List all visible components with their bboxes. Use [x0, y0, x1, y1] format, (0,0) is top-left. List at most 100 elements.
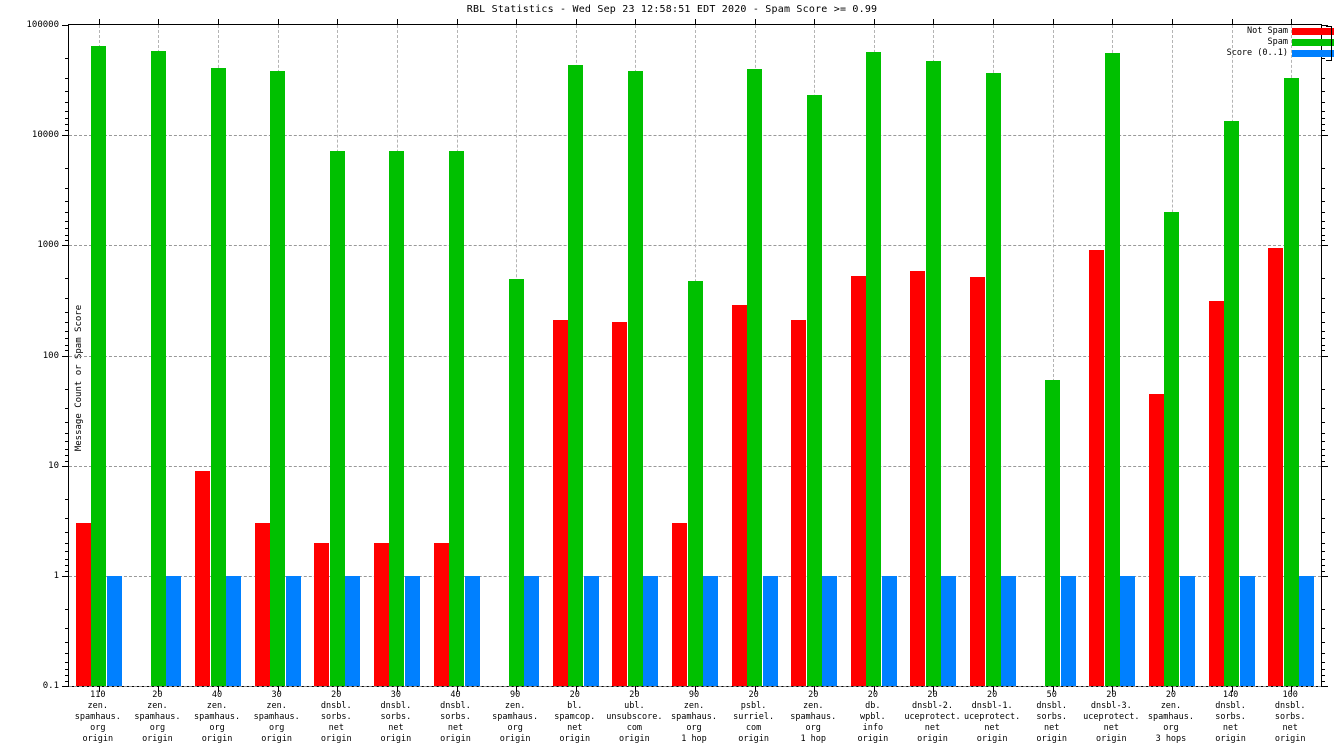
x-axis-tick-label: 20 db. wpbl. info origin	[857, 690, 889, 744]
y-tick-minor	[65, 668, 69, 670]
x-axis-tick-label: 90 zen. spamhaus. org 1 hop	[670, 690, 718, 744]
x-tick	[576, 686, 577, 692]
x-tick	[695, 686, 696, 692]
x-axis-tick-label: 30 dnsbl. sorbs. net origin	[380, 690, 412, 744]
y-tick-minor	[65, 421, 69, 423]
y-tick-minor	[65, 565, 69, 567]
y-tick-minor	[65, 130, 69, 132]
x-tick-top	[1291, 19, 1292, 25]
legend-label-not-spam: Not Spam	[1247, 26, 1288, 36]
y-tick-minor-right	[1321, 608, 1325, 610]
x-tick-top	[218, 19, 219, 25]
bar-spam	[866, 51, 882, 686]
gridline-vertical	[1053, 25, 1054, 686]
x-axis-tick-label: 40 dnsbl. sorbs. net origin	[440, 690, 471, 744]
x-tick-top	[1232, 19, 1233, 25]
y-tick-minor	[65, 124, 69, 126]
y-tick-minor	[65, 518, 69, 520]
legend-item-spam: Spam	[1227, 37, 1334, 48]
y-tick-minor	[65, 278, 69, 280]
y-tick-minor-right	[1321, 212, 1325, 214]
x-tick	[1232, 686, 1233, 692]
y-tick-minor	[65, 187, 69, 189]
y-tick-minor	[65, 91, 69, 93]
y-axis-tick-label: 0.1	[42, 681, 59, 691]
bar-spam	[449, 150, 465, 686]
bar-spam	[747, 68, 763, 686]
y-tick-minor	[65, 102, 69, 103]
y-tick-minor-right	[1321, 228, 1325, 230]
y-tick-minor	[65, 661, 69, 663]
x-axis-tick-label: 20 bl. spamcop. net origin	[554, 690, 596, 744]
y-tick-minor-right	[1321, 77, 1325, 79]
x-tick	[1053, 686, 1054, 692]
x-axis-tick-label: 20 dnsbl-2. uceprotect. net origin	[904, 690, 961, 744]
x-tick	[337, 686, 338, 692]
bar-spam	[270, 71, 286, 686]
bar-score	[1179, 575, 1195, 686]
y-tick-minor-right	[1321, 542, 1325, 544]
y-tick-minor	[65, 454, 69, 456]
y-tick-major-right	[1321, 575, 1328, 577]
y-axis-tick-label: 10000	[31, 130, 59, 141]
bar-not-spam	[433, 542, 449, 686]
bar-not-spam	[910, 271, 926, 686]
y-tick-minor	[65, 168, 69, 170]
x-tick-top	[814, 19, 815, 25]
y-tick-minor	[65, 608, 69, 610]
bar-not-spam	[850, 275, 866, 686]
y-tick-minor	[65, 408, 69, 410]
y-tick-minor	[65, 220, 69, 222]
y-tick-major	[62, 135, 69, 137]
bar-score	[464, 575, 480, 686]
bar-not-spam	[672, 523, 687, 686]
y-tick-minor-right	[1321, 187, 1325, 189]
x-tick-top	[576, 19, 577, 25]
y-tick-minor-right	[1321, 220, 1325, 222]
bar-score	[703, 575, 718, 686]
y-tick-minor-right	[1321, 454, 1325, 456]
y-tick-minor-right	[1321, 628, 1325, 630]
x-tick-top	[99, 19, 100, 25]
bar-spam	[389, 150, 405, 686]
x-tick-top	[516, 19, 517, 25]
y-tick-minor	[65, 201, 69, 203]
y-tick-minor	[65, 441, 69, 443]
y-tick-minor	[65, 542, 69, 544]
y-tick-minor-right	[1321, 652, 1325, 654]
y-tick-major	[62, 465, 69, 467]
y-tick-minor	[65, 322, 69, 324]
y-tick-major	[62, 686, 69, 687]
x-axis-tick-label: 30 zen. spamhaus. org origin	[253, 690, 300, 744]
bar-score	[285, 575, 301, 686]
y-tick-minor-right	[1321, 102, 1325, 103]
x-axis-tick-label: 40 zen. spamhaus. org origin	[194, 690, 241, 744]
y-tick-minor	[65, 652, 69, 654]
x-tick-top	[874, 19, 875, 25]
bar-score	[345, 575, 361, 686]
x-tick	[516, 686, 517, 692]
bar-not-spam	[731, 304, 747, 686]
y-tick-minor	[65, 118, 69, 120]
bar-not-spam	[314, 542, 330, 686]
bar-spam	[985, 72, 1001, 686]
y-tick-major	[62, 355, 69, 357]
y-tick-minor	[65, 642, 69, 644]
bar-not-spam	[791, 320, 807, 686]
bar-score	[1001, 575, 1017, 686]
chart-title: RBL Statistics - Wed Sep 23 12:58:51 EDT…	[466, 4, 878, 15]
bar-not-spam	[1089, 250, 1105, 686]
x-tick-top	[993, 19, 994, 25]
y-tick-minor-right	[1321, 91, 1325, 93]
y-tick-minor-right	[1321, 331, 1325, 333]
x-axis-tick-label: 20 zen. spamhaus. org origin	[134, 690, 181, 744]
bar-score	[166, 575, 182, 686]
y-tick-minor-right	[1321, 531, 1325, 533]
x-axis-labels: 110 zen. spamhaus. org origin 20 zen. spamhaus.…	[68, 690, 1320, 754]
bar-score	[1299, 575, 1315, 686]
y-tick-minor-right	[1321, 570, 1325, 572]
y-tick-minor-right	[1321, 675, 1325, 677]
bar-spam	[91, 45, 107, 686]
bar-not-spam	[373, 542, 389, 686]
y-tick-minor-right	[1321, 432, 1325, 434]
